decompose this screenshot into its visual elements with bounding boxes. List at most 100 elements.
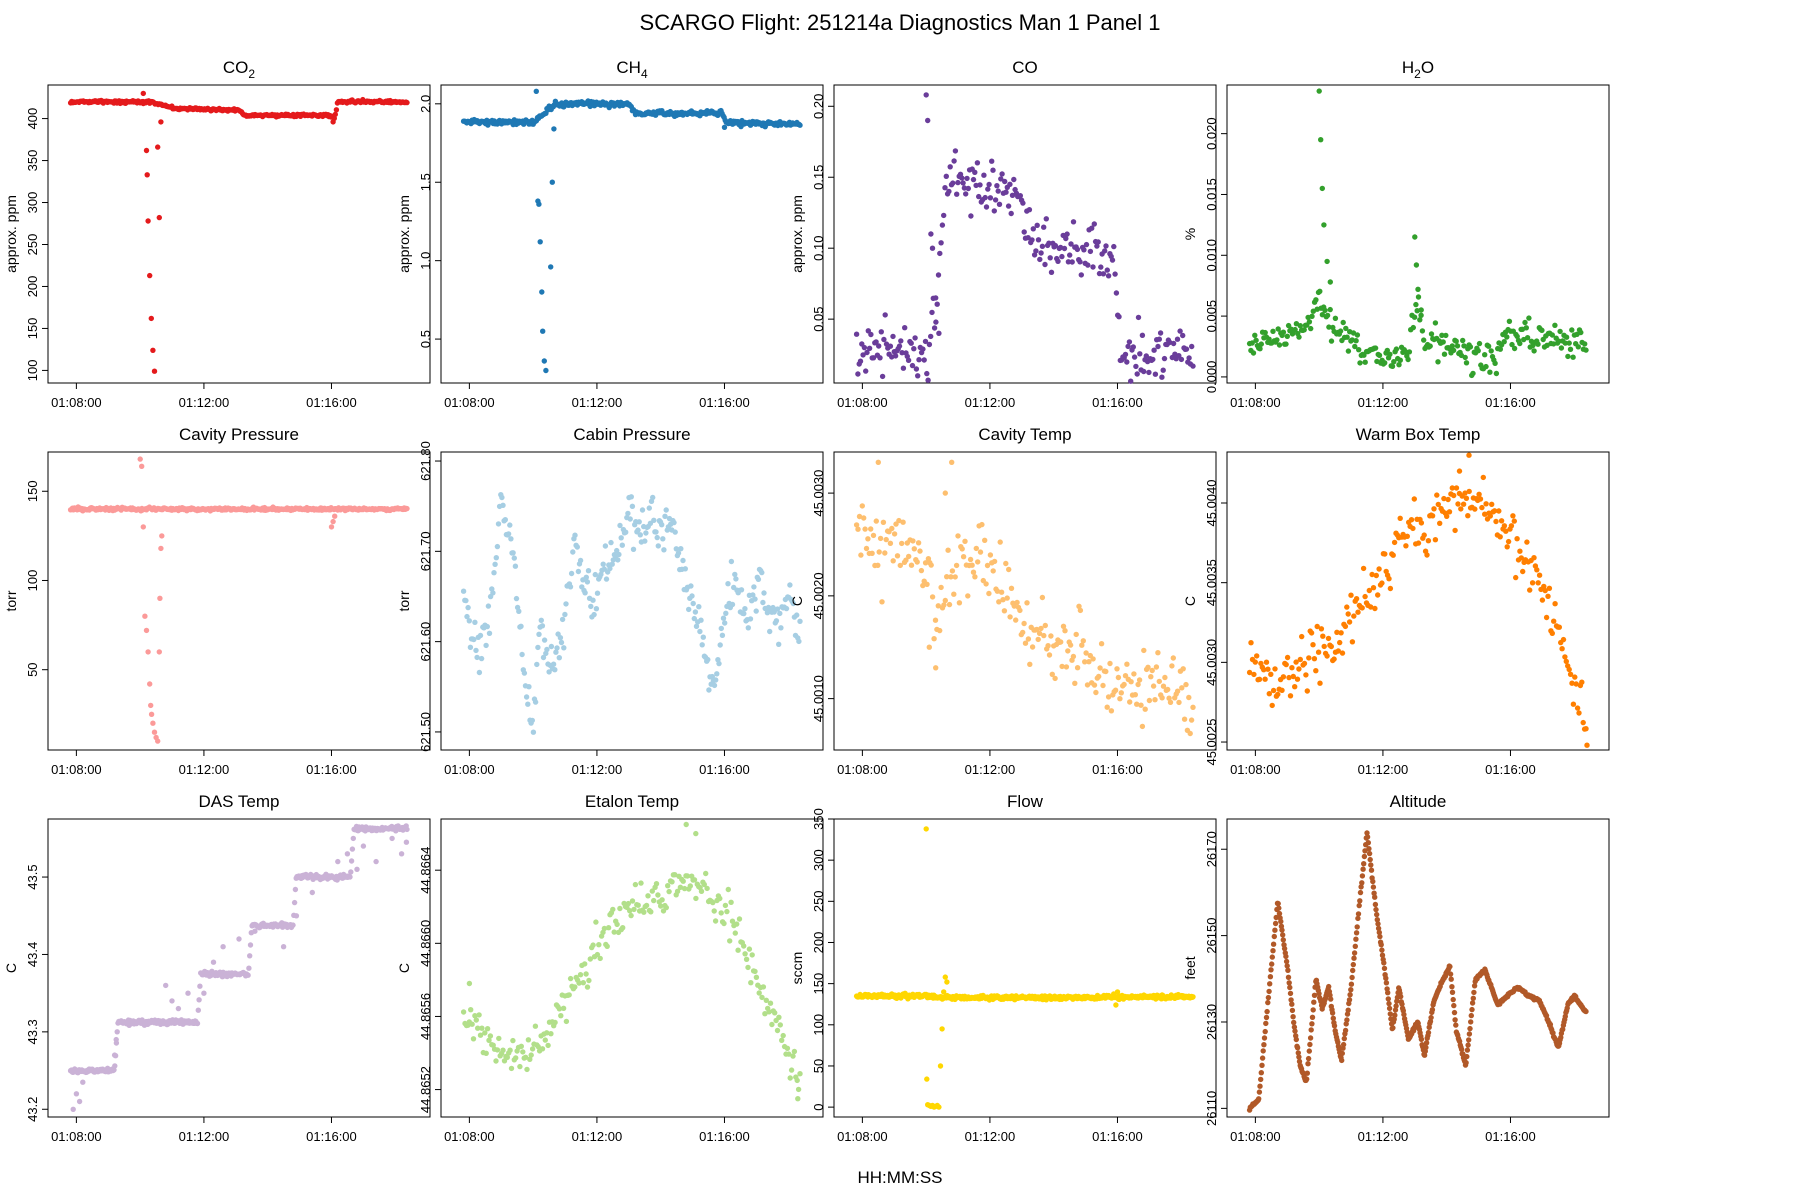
data-point	[169, 998, 175, 1004]
data-point	[1290, 673, 1297, 680]
x-tick-label: 01:08:00	[837, 395, 888, 410]
y-tick-label: 0	[811, 1104, 826, 1111]
data-point	[1567, 671, 1574, 677]
data-point	[1003, 189, 1009, 195]
data-point	[1002, 178, 1008, 185]
data-point	[1520, 568, 1526, 575]
panel-cavity_temp: Cavity Temp C 45.0010 45.0020 45.0030 01:08:0…	[789, 425, 1217, 777]
data-point	[1305, 1055, 1312, 1062]
data-point	[1437, 520, 1443, 526]
data-point	[552, 1019, 558, 1026]
data-point	[973, 545, 979, 552]
data-point	[967, 556, 974, 563]
data-point	[1569, 327, 1575, 333]
data-point	[1008, 210, 1014, 217]
data-point	[588, 603, 594, 610]
plot-frame	[47, 818, 431, 1118]
data-point	[1498, 518, 1505, 524]
data-point	[1136, 677, 1143, 683]
data-point	[1104, 267, 1111, 273]
data-point	[507, 1047, 513, 1053]
data-point	[631, 906, 637, 913]
data-point	[786, 1051, 792, 1057]
y-tick-label: 200	[25, 276, 40, 298]
data-point	[330, 119, 336, 125]
data-point	[774, 606, 781, 612]
data-point	[502, 517, 508, 523]
data-point	[637, 532, 643, 538]
data-point	[1452, 1017, 1458, 1023]
data-point	[1331, 1023, 1338, 1029]
data-point	[201, 990, 207, 996]
data-point	[1276, 342, 1283, 348]
data-point	[638, 880, 644, 886]
data-point	[508, 536, 514, 542]
y-axis-label: C	[396, 963, 412, 973]
data-point	[460, 1009, 467, 1015]
data-point	[1465, 1042, 1471, 1048]
data-point	[1262, 329, 1268, 336]
data-point	[653, 881, 660, 887]
data-point	[924, 581, 930, 587]
data-point	[1542, 587, 1548, 594]
data-point	[987, 195, 994, 201]
data-point	[1087, 248, 1094, 255]
data-point	[1325, 635, 1332, 642]
data-point	[1112, 271, 1118, 277]
data-point	[1522, 319, 1528, 326]
data-point	[1139, 332, 1146, 338]
data-point	[1143, 353, 1150, 359]
data-point	[1043, 216, 1050, 222]
data-point	[1441, 351, 1448, 357]
data-point	[1278, 918, 1284, 925]
data-point	[1536, 572, 1543, 578]
data-point	[1552, 322, 1558, 328]
data-point	[561, 645, 567, 651]
data-point	[1468, 1019, 1474, 1025]
x-tick-label: 01:08:00	[51, 395, 102, 410]
x-tick-label: 01:16:00	[699, 762, 750, 777]
data-point	[648, 909, 654, 915]
data-point	[151, 368, 158, 374]
data-point	[891, 531, 898, 537]
data-point	[776, 641, 782, 647]
x-tick-label: 01:08:00	[444, 762, 495, 777]
data-point	[1327, 306, 1333, 313]
data-point	[1374, 917, 1381, 923]
data-point	[1177, 328, 1183, 334]
data-point	[723, 610, 729, 616]
data-point	[863, 545, 870, 552]
data-point	[196, 997, 202, 1003]
data-point	[150, 720, 156, 726]
data-point	[1465, 513, 1471, 519]
data-point	[143, 147, 150, 154]
data-point	[635, 527, 641, 533]
data-point	[663, 507, 669, 513]
data-point	[485, 603, 492, 609]
data-point	[76, 1098, 83, 1105]
data-point	[197, 983, 203, 989]
data-point	[1376, 566, 1382, 572]
data-point	[1152, 371, 1159, 377]
data-point	[660, 536, 666, 542]
data-point	[1258, 1076, 1264, 1083]
data-point	[476, 669, 483, 676]
data-point	[1562, 654, 1568, 660]
data-point	[873, 339, 879, 345]
data-point	[148, 702, 154, 709]
data-point	[1306, 655, 1312, 661]
data-point	[1517, 340, 1523, 347]
data-point	[1483, 501, 1489, 507]
data-point	[1408, 517, 1415, 523]
data-point	[673, 546, 679, 552]
data-point	[541, 637, 548, 643]
data-point	[545, 1042, 551, 1049]
series-flow	[853, 826, 1196, 1110]
data-point	[1341, 1035, 1348, 1042]
y-tick-label: 50	[25, 662, 40, 676]
data-point	[938, 584, 944, 591]
data-point	[544, 646, 550, 653]
data-point	[915, 540, 922, 546]
data-point	[1384, 347, 1391, 354]
data-point	[868, 526, 874, 532]
